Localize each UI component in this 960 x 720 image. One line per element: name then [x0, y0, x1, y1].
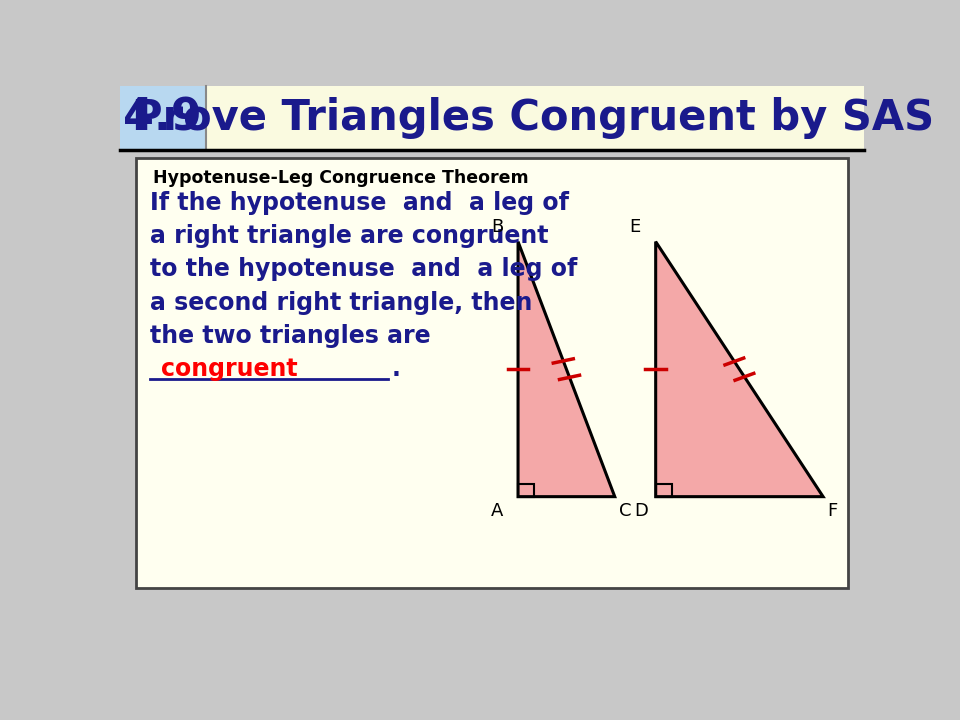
Text: 4.9: 4.9 [123, 96, 202, 140]
Text: congruent: congruent [161, 357, 298, 381]
Polygon shape [656, 242, 823, 497]
Text: D: D [635, 503, 648, 520]
Text: .: . [392, 357, 400, 381]
Text: If the hypotenuse  and  a leg of: If the hypotenuse and a leg of [150, 191, 568, 215]
Text: to the hypotenuse  and  a leg of: to the hypotenuse and a leg of [150, 257, 577, 282]
Text: C: C [619, 503, 632, 520]
Text: a right triangle are congruent: a right triangle are congruent [150, 224, 548, 248]
Polygon shape [518, 242, 614, 497]
Text: the two triangles are: the two triangles are [150, 324, 430, 348]
FancyBboxPatch shape [136, 158, 848, 588]
FancyBboxPatch shape [205, 86, 864, 150]
FancyBboxPatch shape [120, 86, 205, 150]
Text: A: A [491, 503, 503, 520]
Text: B: B [491, 218, 503, 236]
Text: E: E [630, 218, 641, 236]
Text: a second right triangle, then: a second right triangle, then [150, 291, 532, 315]
Text: F: F [828, 503, 838, 520]
Text: Hypotenuse-Leg Congruence Theorem: Hypotenuse-Leg Congruence Theorem [154, 169, 529, 187]
Text: Prove Triangles Congruent by SAS: Prove Triangles Congruent by SAS [132, 97, 934, 139]
